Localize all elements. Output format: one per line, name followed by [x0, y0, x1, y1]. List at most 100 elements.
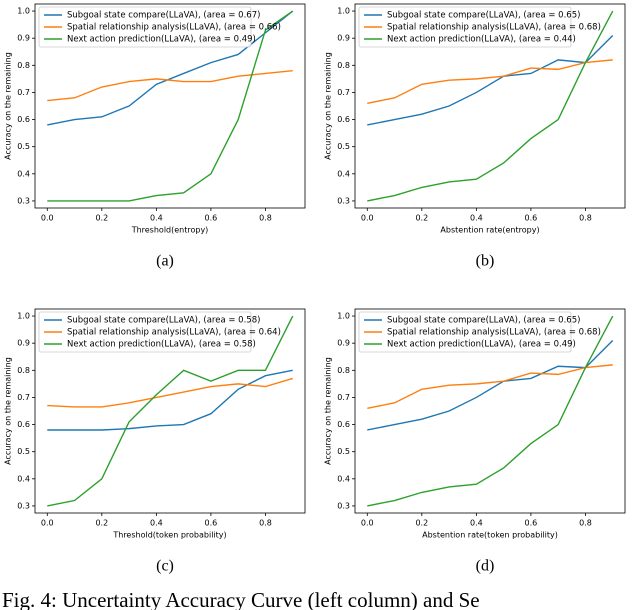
legend-label: Subgoal state compare(LLaVA), (area = 0.…	[67, 316, 260, 326]
y-tick-label: 0.9	[17, 34, 30, 43]
x-axis-label: Threshold(token probability)	[112, 531, 226, 540]
legend-label: Next action prediction(LLaVA), (area = 0…	[67, 35, 256, 45]
y-tick-label: 1.0	[337, 312, 350, 321]
panel: 0.0 0.2 0.4 0.6 0.8 0.3 0.4 0.5 0.6 0.7 0.8 0.9 1.0 S…	[4, 3, 306, 270]
y-tick-label: 0.7	[17, 88, 30, 97]
x-tick-label: 0.8	[579, 214, 592, 223]
line-series	[367, 10, 614, 202]
legend-label: Spatial relationship analysis(LLaVA), (a…	[387, 23, 601, 33]
y-tick-label: 0.4	[17, 474, 30, 483]
y-tick-label: 0.9	[337, 34, 350, 43]
legend-label: Next action prediction(LLaVA), (area = 0…	[387, 35, 576, 45]
x-tick-label: 0.8	[579, 519, 592, 528]
y-tick-label: 0.3	[17, 196, 30, 205]
legend-label: Subgoal state compare(LLaVA), (area = 0.…	[67, 11, 260, 21]
y-axis-label: Accuracy on the remaining	[4, 357, 13, 465]
legend-box	[358, 6, 572, 48]
y-axis-label: Accuracy on the remaining	[4, 52, 13, 160]
legend-label: Spatial relationship analysis(LLaVA), (a…	[387, 328, 601, 338]
line-series	[47, 10, 294, 202]
x-axis-label: Threshold(entropy)	[131, 226, 209, 235]
y-axis-label: Accuracy on the remaining	[324, 52, 333, 160]
x-tick-label: 0.4	[150, 519, 163, 528]
y-tick-label: 1.0	[17, 312, 30, 321]
legend-label: Spatial relationship analysis(LLaVA), (a…	[67, 23, 281, 33]
y-tick-label: 0.7	[17, 393, 30, 402]
y-tick-label: 0.8	[337, 366, 350, 375]
y-tick-label: 0.8	[17, 61, 30, 70]
x-tick-label: 0.2	[415, 519, 428, 528]
legend-box	[38, 311, 252, 353]
y-tick-label: 0.8	[337, 61, 350, 70]
line-series	[47, 369, 293, 431]
y-tick-label: 1.0	[17, 7, 30, 16]
y-tick-label: 0.3	[337, 196, 350, 205]
x-tick-label: 0.0	[41, 214, 54, 223]
line-series	[367, 315, 614, 507]
line-series	[47, 10, 294, 126]
y-tick-label: 0.5	[17, 447, 30, 456]
x-tick-label: 0.0	[41, 519, 54, 528]
y-tick-label: 0.3	[17, 501, 30, 510]
y-tick-label: 0.8	[17, 366, 30, 375]
plot-frame	[34, 308, 306, 514]
y-tick-label: 0.7	[337, 393, 350, 402]
x-tick-label: 0.8	[259, 214, 272, 223]
x-tick-label: 0.8	[259, 519, 272, 528]
line-series	[47, 377, 293, 408]
x-tick-label: 0.4	[470, 519, 483, 528]
y-tick-label: 0.9	[337, 339, 350, 348]
line-series	[47, 315, 294, 507]
y-tick-label: 0.6	[17, 420, 30, 429]
y-tick-label: 0.6	[17, 115, 30, 124]
x-tick-label: 0.4	[470, 214, 483, 223]
legend-label: Subgoal state compare(LLaVA), (area = 0.…	[387, 11, 580, 21]
panel: 0.0 0.2 0.4 0.6 0.8 0.3 0.4 0.5 0.6 0.7 0.8 0.9 1.0 S…	[4, 308, 306, 575]
x-tick-label: 0.2	[95, 519, 108, 528]
y-tick-label: 0.7	[337, 88, 350, 97]
y-tick-label: 0.9	[17, 339, 30, 348]
subcaption: (b)	[476, 253, 495, 270]
y-tick-label: 0.6	[337, 115, 350, 124]
y-tick-label: 0.5	[337, 447, 350, 456]
line-series	[367, 339, 614, 431]
x-axis-label: Abstention rate(token probability)	[422, 531, 558, 540]
legend-label: Next action prediction(LLaVA), (area = 0…	[67, 340, 256, 350]
y-tick-label: 0.4	[337, 169, 350, 178]
legend-label: Spatial relationship analysis(LLaVA), (a…	[67, 328, 281, 338]
y-tick-label: 0.4	[17, 169, 30, 178]
legend-box	[38, 6, 252, 48]
y-axis-label: Accuracy on the remaining	[324, 357, 333, 465]
y-tick-label: 0.5	[337, 142, 350, 151]
x-tick-label: 0.0	[361, 214, 374, 223]
figure-caption: Fig. 4: Uncertainty Accuracy Curve (left…	[2, 588, 480, 610]
subcaption: (c)	[156, 558, 174, 575]
legend-label: Subgoal state compare(LLaVA), (area = 0.…	[387, 316, 580, 326]
plot-frame	[354, 3, 626, 209]
panel: 0.0 0.2 0.4 0.6 0.8 0.3 0.4 0.5 0.6 0.7 0.8 0.9 1.0 S…	[324, 3, 626, 270]
x-tick-label: 0.0	[361, 519, 374, 528]
line-series	[47, 70, 293, 102]
x-tick-label: 0.6	[205, 519, 218, 528]
x-tick-label: 0.6	[205, 214, 218, 223]
y-tick-label: 1.0	[337, 7, 350, 16]
x-tick-label: 0.6	[525, 214, 538, 223]
legend-box	[358, 311, 572, 353]
y-tick-label: 0.3	[337, 501, 350, 510]
x-axis-label: Abstention rate(entropy)	[440, 226, 539, 235]
legend-label: Next action prediction(LLaVA), (area = 0…	[387, 340, 576, 350]
x-tick-label: 0.4	[150, 214, 163, 223]
x-tick-label: 0.2	[415, 214, 428, 223]
x-tick-label: 0.6	[525, 519, 538, 528]
plot-frame	[34, 3, 306, 209]
line-series	[367, 59, 613, 104]
subcaption: (d)	[476, 558, 495, 575]
subcaption: (a)	[156, 253, 174, 270]
y-tick-label: 0.6	[337, 420, 350, 429]
y-tick-label: 0.5	[17, 142, 30, 151]
line-series	[367, 364, 613, 409]
panel: 0.0 0.2 0.4 0.6 0.8 0.3 0.4 0.5 0.6 0.7 0.8 0.9 1.0 S…	[324, 308, 626, 575]
line-series	[367, 34, 614, 126]
plot-frame	[354, 308, 626, 514]
